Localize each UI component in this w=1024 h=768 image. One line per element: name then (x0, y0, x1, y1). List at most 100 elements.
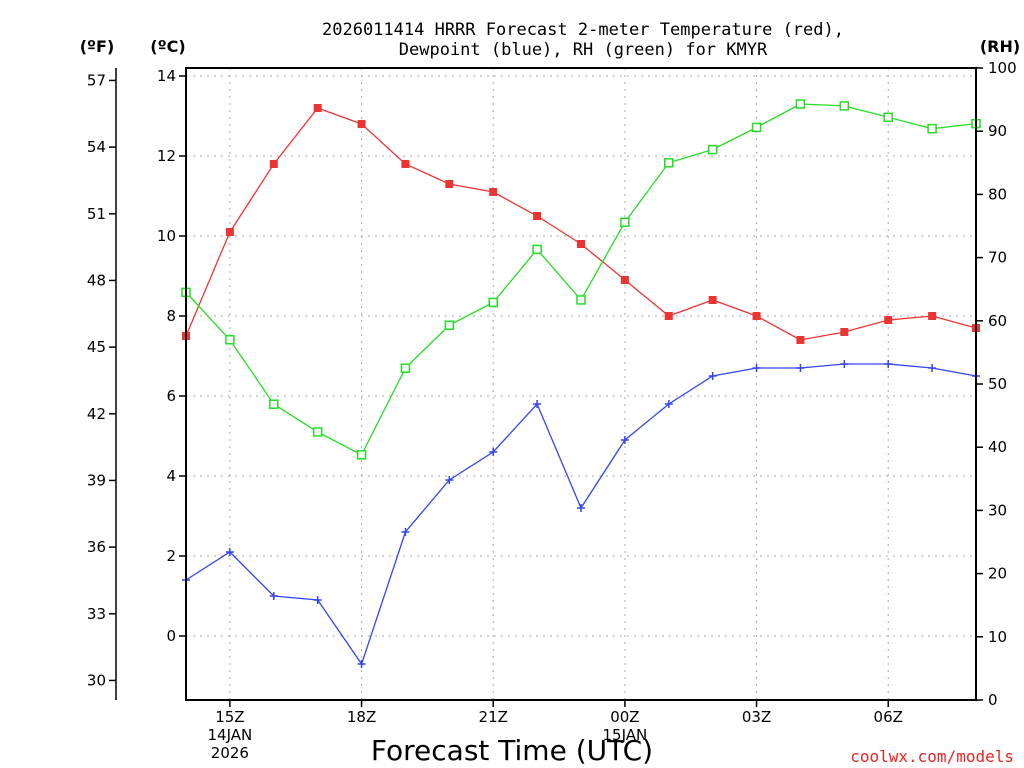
x-tick-date-label: 15JAN (603, 726, 648, 744)
dewpoint-data-point (489, 448, 498, 456)
temperature-data-point (752, 312, 761, 320)
dewpoint-data-point (357, 660, 366, 668)
celsius-tick-label: 6 (166, 387, 176, 405)
temperature-data-point (225, 228, 234, 236)
celsius-tick-label: 14 (157, 67, 176, 85)
celsius-tick-label: 0 (166, 627, 176, 645)
rh-tick-label: 30 (988, 501, 1007, 519)
rh-tick-label: 60 (988, 312, 1007, 330)
data-series (181, 99, 981, 668)
rh-data-point (488, 297, 498, 308)
temperature-data-point (313, 104, 322, 112)
temperature-data-point (357, 120, 366, 128)
rh-data-point (400, 363, 411, 373)
x-tick-label: 03Z (742, 708, 771, 726)
x-tick-year-label: 2026 (211, 744, 249, 762)
dewpoint-data-point (928, 364, 937, 372)
temperature-data-point (489, 188, 498, 196)
temperature-data-point (796, 336, 805, 344)
watermark-text: coolwx.com/models (850, 747, 1014, 766)
celsius-tick-label: 2 (166, 547, 176, 565)
rh-tick-label: 90 (988, 122, 1007, 140)
x-tick-label: 18Z (347, 708, 376, 726)
rh-data-point (444, 320, 455, 330)
rh-data-point (751, 122, 762, 133)
fahrenheit-tick-label: 48 (87, 271, 106, 289)
temperature-data-point (445, 180, 454, 188)
temperature-data-point (884, 316, 893, 324)
x-tick-label: 21Z (479, 708, 508, 726)
dewpoint-data-point (445, 476, 454, 484)
plot-frame (185, 67, 977, 701)
dewpoint-series-line (185, 363, 977, 666)
rh-tick-label: 70 (988, 249, 1007, 267)
dewpoint-data-point (225, 548, 234, 556)
temperature-data-point (577, 240, 585, 248)
rh-axis-label: (RH) (980, 37, 1020, 56)
celsius-tick-label: 10 (157, 227, 176, 245)
dewpoint-data-point (840, 360, 849, 368)
celsius-axis-label: (ºC) (150, 37, 185, 56)
dewpoint-data-point (708, 372, 717, 380)
rh-data-point (356, 450, 367, 460)
rh-data-point (707, 144, 718, 155)
fahrenheit-tick-label: 36 (87, 538, 106, 556)
rh-tick-label: 40 (988, 438, 1007, 456)
rh-series-line (185, 103, 977, 456)
temperature-data-point (664, 312, 673, 320)
dewpoint-data-point (796, 364, 805, 372)
rh-data-point (576, 295, 586, 305)
fahrenheit-axis-label: (ºF) (80, 37, 115, 56)
x-axis-title: Forecast Time (UTC) (371, 734, 653, 767)
rh-data-point (927, 123, 937, 134)
rh-data-point (532, 244, 542, 255)
fahrenheit-tick-label: 54 (87, 138, 106, 156)
dewpoint-data-point (752, 364, 761, 372)
fahrenheit-tick-label: 45 (87, 338, 106, 356)
grid-lines (186, 68, 976, 700)
rh-data-point (620, 217, 630, 227)
temperature-data-point (840, 328, 849, 336)
rh-data-point (312, 427, 323, 437)
chart-title-line1: 2026011414 HRRR Forecast 2-meter Tempera… (322, 20, 844, 40)
fahrenheit-tick-label: 30 (87, 671, 106, 689)
temperature-data-point (401, 160, 410, 168)
dewpoint-data-point (664, 400, 673, 408)
dewpoint-data-point (533, 400, 542, 408)
rh-data-point (269, 399, 279, 409)
fahrenheit-tick-label: 39 (87, 471, 106, 489)
x-tick-label: 15Z (215, 708, 244, 726)
rh-tick-label: 10 (988, 628, 1007, 646)
rh-data-point (664, 158, 674, 168)
temperature-data-point (620, 276, 629, 284)
rh-tick-label: 80 (988, 185, 1007, 203)
x-tick-date-label: 14JAN (208, 726, 253, 744)
rh-data-point (795, 99, 806, 109)
temperature-series-line (185, 107, 977, 341)
fahrenheit-tick-label: 57 (87, 71, 106, 89)
rh-tick-label: 100 (988, 59, 1017, 77)
rh-tick-label: 50 (988, 375, 1007, 393)
rh-data-point (883, 112, 893, 123)
chart-title-line2: Dewpoint (blue), RH (green) for KMYR (399, 40, 768, 60)
fahrenheit-tick-label: 33 (87, 605, 106, 623)
rh-data-point (839, 101, 850, 111)
rh-tick-label: 0 (988, 691, 998, 709)
temperature-data-point (708, 296, 717, 304)
temperature-data-point (928, 312, 937, 320)
celsius-tick-label: 4 (166, 467, 176, 485)
x-tick-label: 06Z (874, 708, 903, 726)
dewpoint-data-point (577, 504, 585, 512)
temperature-data-point (533, 212, 542, 220)
dewpoint-data-point (884, 360, 893, 368)
dewpoint-data-point (313, 596, 322, 604)
rh-data-point (225, 335, 235, 345)
fahrenheit-tick-label: 42 (87, 405, 106, 423)
temperature-data-point (269, 160, 278, 168)
celsius-tick-label: 8 (166, 307, 176, 325)
axes: 0 2 4 6 8 10 12 14 30 33 36 39 42 45 48 51 54 57 0 10 20 30 40… (87, 59, 1017, 762)
celsius-tick-label: 12 (157, 147, 176, 165)
rh-tick-label: 20 (988, 565, 1007, 583)
x-tick-label: 00Z (610, 708, 639, 726)
